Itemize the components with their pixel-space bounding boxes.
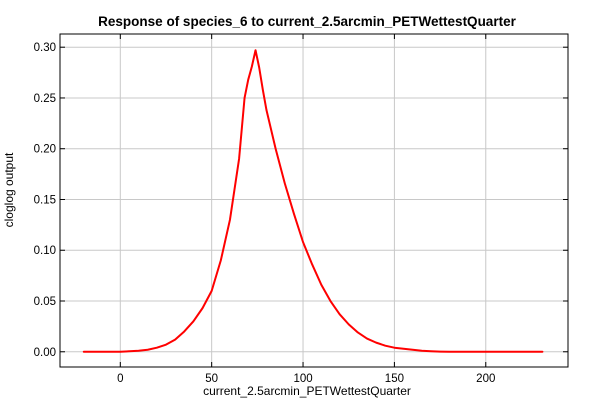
y-tick-label: 0.00 xyxy=(34,347,56,359)
x-tick-label: 150 xyxy=(385,373,404,385)
y-tick-label: 0.15 xyxy=(34,194,56,206)
grid-lines xyxy=(60,34,568,367)
y-tick-label: 0.25 xyxy=(34,93,56,105)
y-axis-label: cloglog output xyxy=(2,152,16,227)
y-tick-label: 0.20 xyxy=(34,144,56,156)
x-axis-label: current_2.5arcmin_PETWettestQuarter xyxy=(203,384,411,398)
y-tick-label: 0.30 xyxy=(34,42,56,54)
y-tick-label: 0.10 xyxy=(34,245,56,257)
plot-frame xyxy=(59,33,569,368)
axis-ticks: 0 50 100 150 200 0.00 0.05 0.10 0.15 0.20 0.25 0.30 xyxy=(34,34,568,385)
series-group xyxy=(82,49,544,353)
x-tick-label: 200 xyxy=(476,373,495,385)
series-line-0 xyxy=(82,49,544,353)
chart-title: Response of species_6 to current_2.5arcm… xyxy=(98,14,516,29)
x-tick-label: 100 xyxy=(293,373,312,385)
x-tick-label: 0 xyxy=(117,373,123,385)
y-tick-label: 0.05 xyxy=(34,296,56,308)
x-tick-label: 50 xyxy=(205,373,218,385)
